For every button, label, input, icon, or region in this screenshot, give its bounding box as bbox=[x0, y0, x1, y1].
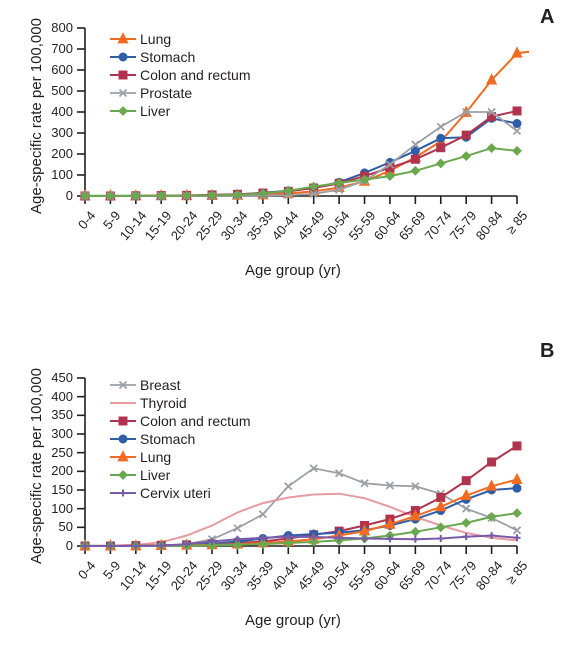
y-tick-label: 50 bbox=[35, 519, 73, 534]
panel-a-label: A bbox=[540, 6, 554, 29]
y-tick-label: 250 bbox=[35, 445, 73, 460]
y-tick-label: 150 bbox=[35, 482, 73, 497]
y-tick-label: 350 bbox=[35, 407, 73, 422]
legend-label: Stomach bbox=[140, 49, 195, 65]
page-root: { "figure_width": 576, "figure_height": … bbox=[0, 0, 576, 667]
legend-swatch bbox=[110, 412, 136, 430]
y-tick-label: 200 bbox=[35, 463, 73, 478]
legend-label: Liver bbox=[140, 103, 170, 119]
panel-b-legend: Breast Thyroid Colon and rectum Stomach Lung… bbox=[110, 376, 251, 502]
y-tick-label: 500 bbox=[35, 83, 73, 98]
legend-swatch bbox=[110, 102, 136, 120]
legend-item: Colon and rectum bbox=[110, 66, 251, 84]
legend-swatch bbox=[110, 376, 136, 394]
legend-swatch bbox=[110, 30, 136, 48]
panel-a-legend: Lung Stomach Colon and rectum Prostate Liver bbox=[110, 30, 251, 120]
panel-b-x-axis-label: Age group (yr) bbox=[245, 612, 341, 629]
y-tick-label: 0 bbox=[35, 538, 73, 553]
legend-item: Breast bbox=[110, 376, 251, 394]
y-tick-label: 300 bbox=[35, 426, 73, 441]
legend-swatch bbox=[110, 394, 136, 412]
legend-label: Lung bbox=[140, 449, 171, 465]
legend-label: Lung bbox=[140, 31, 171, 47]
y-tick-label: 700 bbox=[35, 41, 73, 56]
y-tick-label: 100 bbox=[35, 167, 73, 182]
legend-label: Breast bbox=[140, 377, 180, 393]
legend-label: Cervix uteri bbox=[140, 485, 211, 501]
y-tick-label: 400 bbox=[35, 389, 73, 404]
y-tick-label: 0 bbox=[35, 188, 73, 203]
legend-item: Lung bbox=[110, 30, 251, 48]
legend-item: Cervix uteri bbox=[110, 484, 251, 502]
y-tick-label: 300 bbox=[35, 125, 73, 140]
legend-swatch bbox=[110, 84, 136, 102]
legend-item: Thyroid bbox=[110, 394, 251, 412]
legend-item: Liver bbox=[110, 466, 251, 484]
panel-a-x-axis-label: Age group (yr) bbox=[245, 262, 341, 279]
legend-item: Colon and rectum bbox=[110, 412, 251, 430]
y-tick-label: 800 bbox=[35, 20, 73, 35]
legend-swatch bbox=[110, 430, 136, 448]
y-tick-label: 200 bbox=[35, 146, 73, 161]
y-tick-label: 100 bbox=[35, 501, 73, 516]
y-tick-label: 600 bbox=[35, 62, 73, 77]
legend-item: Stomach bbox=[110, 430, 251, 448]
legend-label: Colon and rectum bbox=[140, 67, 251, 83]
panel-b-label: B bbox=[540, 340, 554, 363]
y-tick-label: 450 bbox=[35, 370, 73, 385]
legend-item: Stomach bbox=[110, 48, 251, 66]
legend-label: Stomach bbox=[140, 431, 195, 447]
legend-label: Colon and rectum bbox=[140, 413, 251, 429]
legend-item: Lung bbox=[110, 448, 251, 466]
legend-label: Thyroid bbox=[140, 395, 187, 411]
legend-item: Liver bbox=[110, 102, 251, 120]
legend-swatch bbox=[110, 466, 136, 484]
legend-label: Liver bbox=[140, 467, 170, 483]
legend-swatch bbox=[110, 48, 136, 66]
legend-swatch bbox=[110, 448, 136, 466]
legend-swatch bbox=[110, 66, 136, 84]
legend-label: Prostate bbox=[140, 85, 192, 101]
legend-swatch bbox=[110, 484, 136, 502]
y-tick-label: 400 bbox=[35, 104, 73, 119]
legend-item: Prostate bbox=[110, 84, 251, 102]
